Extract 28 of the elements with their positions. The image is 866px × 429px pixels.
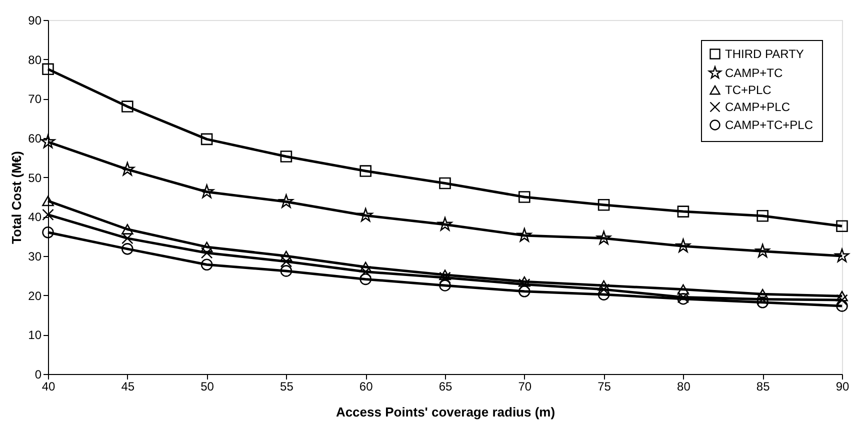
x-tick-label: 65 xyxy=(438,380,452,394)
legend-label: CAMP+PLC xyxy=(725,100,790,114)
legend-label: TC+PLC xyxy=(725,83,772,97)
y-axis-title: Total Cost (M€) xyxy=(9,151,24,244)
x-tick-label: 70 xyxy=(518,380,532,394)
x-tick-label: 85 xyxy=(756,380,770,394)
x-tick-label: 45 xyxy=(121,380,135,394)
x-tick-label: 60 xyxy=(359,380,374,394)
y-tick-label: 50 xyxy=(28,170,42,185)
y-tick-label: 20 xyxy=(28,288,42,303)
x-tick-label: 40 xyxy=(42,380,56,394)
x-tick-label: 50 xyxy=(200,380,214,394)
y-tick-label: 10 xyxy=(28,328,42,342)
x-tick-label: 90 xyxy=(836,380,850,394)
x-tick-label: 55 xyxy=(280,380,294,394)
legend-label: THIRD PARTY xyxy=(725,47,804,61)
y-tick-label: 30 xyxy=(28,250,42,264)
y-tick-label: 60 xyxy=(28,132,42,146)
x-tick-label: 80 xyxy=(677,380,691,394)
legend-label: CAMP+TC xyxy=(725,66,784,80)
y-tick-label: 70 xyxy=(28,92,42,106)
y-tick-label: 0 xyxy=(34,368,42,382)
y-tick-label: 40 xyxy=(28,210,42,224)
x-axis-title: Access Points' coverage radius (m) xyxy=(336,404,556,420)
legend-label: CAMP+TC+PLC xyxy=(725,118,814,132)
y-tick-label: 90 xyxy=(28,14,42,28)
x-tick-label: 75 xyxy=(598,380,612,394)
y-tick-label: 80 xyxy=(28,52,42,67)
